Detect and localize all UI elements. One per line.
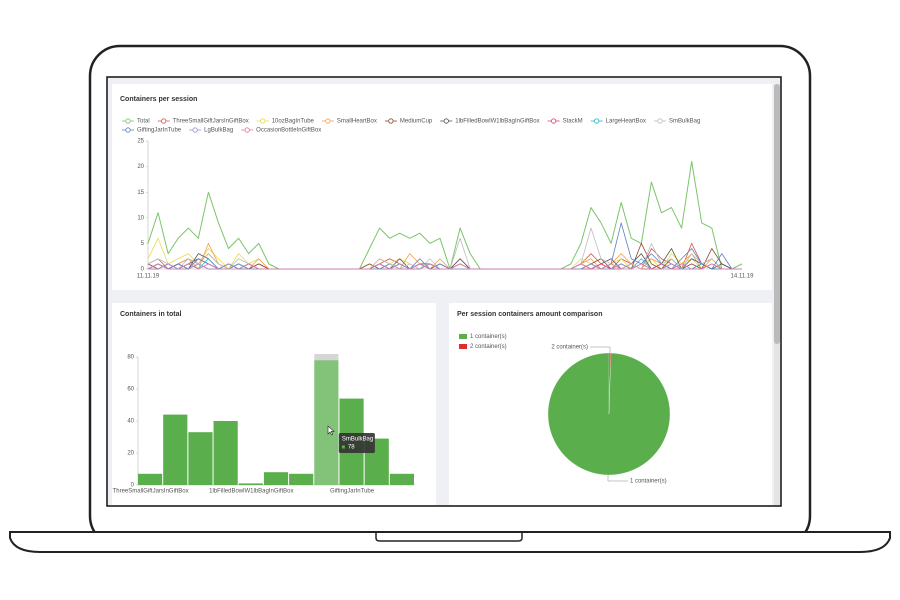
panel-title: Containers per session <box>120 96 197 103</box>
tooltip-name: SmBulkBag <box>342 437 373 443</box>
panel-title: Containers in total <box>120 311 182 318</box>
bar[interactable] <box>238 483 263 485</box>
legend-icon <box>551 118 557 124</box>
legend-label[interactable]: ThreeSmallGiftJarsInGiftBox <box>173 119 249 125</box>
bar[interactable] <box>163 414 188 485</box>
bar[interactable] <box>314 360 339 485</box>
legend-icon <box>325 118 331 124</box>
legend-icon <box>125 127 131 133</box>
legend-icon <box>125 118 131 124</box>
series-line <box>147 160 743 270</box>
series-line <box>147 263 742 270</box>
legend-icon <box>244 127 250 133</box>
pie-label: 1 container(s) <box>630 479 667 485</box>
legend-swatch <box>459 344 467 349</box>
bar[interactable] <box>389 473 414 485</box>
legend-label[interactable]: SmBulkBag <box>669 119 700 125</box>
y-tick-label: 10 <box>137 215 144 221</box>
y-tick-label: 20 <box>127 451 134 457</box>
bar[interactable] <box>289 473 314 485</box>
legend-label[interactable]: 2 container(s) <box>470 344 507 350</box>
hover-band <box>314 354 339 361</box>
bar[interactable] <box>263 472 289 485</box>
bar[interactable] <box>138 473 163 485</box>
legend-swatch <box>459 334 467 339</box>
x-tick-label: 11.11.19 <box>137 274 160 280</box>
legend-label[interactable]: SmallHeartBox <box>337 119 377 125</box>
y-tick-label: 5 <box>141 241 145 247</box>
legend-label[interactable]: GiftingJarInTube <box>137 128 182 134</box>
laptop-notch <box>375 532 523 542</box>
leader-line <box>607 474 628 482</box>
x-tick-label: 14.11.19 <box>731 274 755 280</box>
legend-label[interactable]: MediumCup <box>400 119 433 125</box>
legend-icon <box>260 118 266 124</box>
y-tick-label: 20 <box>137 164 144 170</box>
bar[interactable] <box>188 432 213 485</box>
y-tick-label: 80 <box>127 355 134 361</box>
legend-label[interactable]: LgBulkBag <box>204 128 233 134</box>
tooltip-swatch <box>341 445 345 449</box>
y-tick-label: 15 <box>137 190 144 196</box>
laptop-base <box>9 531 891 553</box>
y-tick-label: 0 <box>131 483 135 489</box>
legend-label[interactable]: Total <box>137 119 150 125</box>
pie-slice[interactable] <box>547 352 671 476</box>
x-tick-label: 1lbFilledBowlW1lbBagInGiftBox <box>209 489 293 495</box>
bar[interactable] <box>213 421 238 485</box>
legend-label[interactable]: StackM <box>563 119 583 125</box>
legend-label[interactable]: 1lbFilledBowlW1lbBagInGiftBox <box>455 119 539 125</box>
x-tick-label: GiftingJarInTube <box>330 489 375 495</box>
scrollbar-thumb[interactable] <box>774 84 780 344</box>
legend-icon <box>192 127 198 133</box>
legend-icon <box>657 118 663 124</box>
legend-label[interactable]: 10ozBagInTube <box>272 119 315 125</box>
x-tick-label: ThreeSmallGiftJarsInGiftBox <box>113 489 189 495</box>
legend-label[interactable]: 1 container(s) <box>470 334 507 340</box>
tooltip <box>338 433 375 453</box>
y-tick-label: 0 <box>141 267 145 273</box>
tooltip-value: 78 <box>348 445 355 451</box>
cursor <box>327 425 335 436</box>
legend-icon <box>594 118 600 124</box>
legend-label[interactable]: OccasionBottleInGiftBox <box>256 128 321 134</box>
legend-icon <box>443 118 449 124</box>
y-tick-label: 40 <box>127 419 134 425</box>
y-tick-label: 60 <box>127 387 134 393</box>
legend-label[interactable]: LargeHeartBox <box>606 119 646 125</box>
pie-label: 2 container(s) <box>551 345 588 351</box>
y-tick-label: 25 <box>137 139 144 145</box>
leader-line <box>590 346 611 354</box>
legend-icon <box>161 118 167 124</box>
panel-title: Per session containers amount comparison <box>457 311 603 318</box>
legend-icon <box>388 118 394 124</box>
panel <box>112 84 772 290</box>
